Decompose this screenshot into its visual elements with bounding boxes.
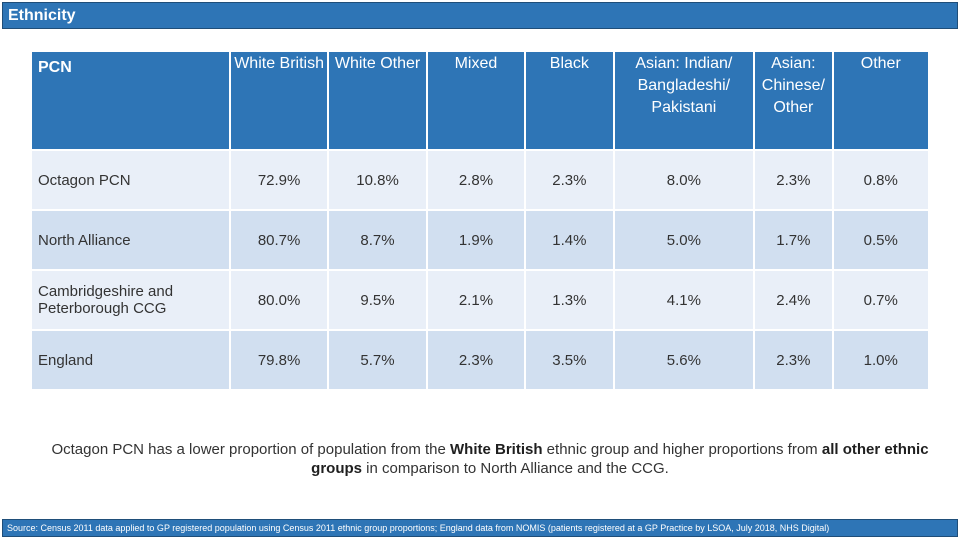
- cell-value: 1.4%: [526, 211, 613, 269]
- cell-value: 9.5%: [329, 271, 426, 329]
- header-asian-indian-bangladeshi-pakistani: Asian: Indian/ Bangladeshi/ Pakistani: [614, 52, 754, 149]
- row-name: Octagon PCN: [32, 151, 229, 209]
- cell-value: 80.0%: [230, 271, 328, 329]
- cell-value: 2.3%: [427, 331, 525, 389]
- header-mixed: Mixed: [427, 52, 525, 149]
- cell-value: 8.0%: [614, 151, 754, 209]
- cell-value: 4.1%: [614, 271, 754, 329]
- header-other: Other: [833, 52, 928, 149]
- cell-value: 0.8%: [833, 151, 928, 209]
- source-note: Source: Census 2011 data applied to GP r…: [2, 519, 958, 537]
- row-name: North Alliance: [32, 211, 229, 269]
- cell-value: 1.7%: [755, 211, 832, 269]
- cell-value: 79.8%: [230, 331, 328, 389]
- table-header-row: PCN White British White Other Mixed Blac…: [32, 52, 928, 149]
- row-name: England: [32, 331, 229, 389]
- cell-value: 2.8%: [427, 151, 525, 209]
- summary-bold: all other ethnic groups: [311, 441, 929, 477]
- table-row: North Alliance 80.7% 8.7% 1.9% 1.4% 5.0%…: [32, 211, 928, 269]
- cell-value: 5.6%: [614, 331, 754, 389]
- header-white-other: White Other: [329, 52, 426, 149]
- cell-value: 0.5%: [833, 211, 928, 269]
- header-white-british: White British: [230, 52, 328, 149]
- cell-value: 1.0%: [833, 331, 928, 389]
- page-title: Ethnicity: [2, 2, 958, 29]
- cell-value: 2.3%: [526, 151, 613, 209]
- cell-value: 8.7%: [329, 211, 426, 269]
- cell-value: 5.0%: [614, 211, 754, 269]
- cell-value: 2.1%: [427, 271, 525, 329]
- cell-value: 2.3%: [755, 151, 832, 209]
- cell-value: 2.3%: [755, 331, 832, 389]
- cell-value: 1.3%: [526, 271, 613, 329]
- cell-value: 5.7%: [329, 331, 426, 389]
- table-row: Octagon PCN 72.9% 10.8% 2.8% 2.3% 8.0% 2…: [32, 151, 928, 209]
- table-row: Cambridgeshire and Peterborough CCG 80.0…: [32, 271, 928, 329]
- cell-value: 3.5%: [526, 331, 613, 389]
- summary-part: in comparison to North Alliance and the …: [362, 460, 669, 477]
- summary-bold: White British: [450, 441, 543, 458]
- ethnicity-table: PCN White British White Other Mixed Blac…: [30, 50, 930, 391]
- header-black: Black: [526, 52, 613, 149]
- summary-part: Octagon PCN has a lower proportion of po…: [51, 441, 451, 458]
- summary-part: ethnic group and higher proportions from: [542, 441, 822, 458]
- cell-value: 2.4%: [755, 271, 832, 329]
- cell-value: 1.9%: [427, 211, 525, 269]
- header-pcn: PCN: [32, 52, 229, 149]
- summary-text: Octagon PCN has a lower proportion of po…: [40, 440, 940, 478]
- row-name: Cambridgeshire and Peterborough CCG: [32, 271, 229, 329]
- header-asian-chinese-other: Asian: Chinese/ Other: [755, 52, 832, 149]
- cell-value: 10.8%: [329, 151, 426, 209]
- cell-value: 0.7%: [833, 271, 928, 329]
- cell-value: 72.9%: [230, 151, 328, 209]
- cell-value: 80.7%: [230, 211, 328, 269]
- table-row: England 79.8% 5.7% 2.3% 3.5% 5.6% 2.3% 1…: [32, 331, 928, 389]
